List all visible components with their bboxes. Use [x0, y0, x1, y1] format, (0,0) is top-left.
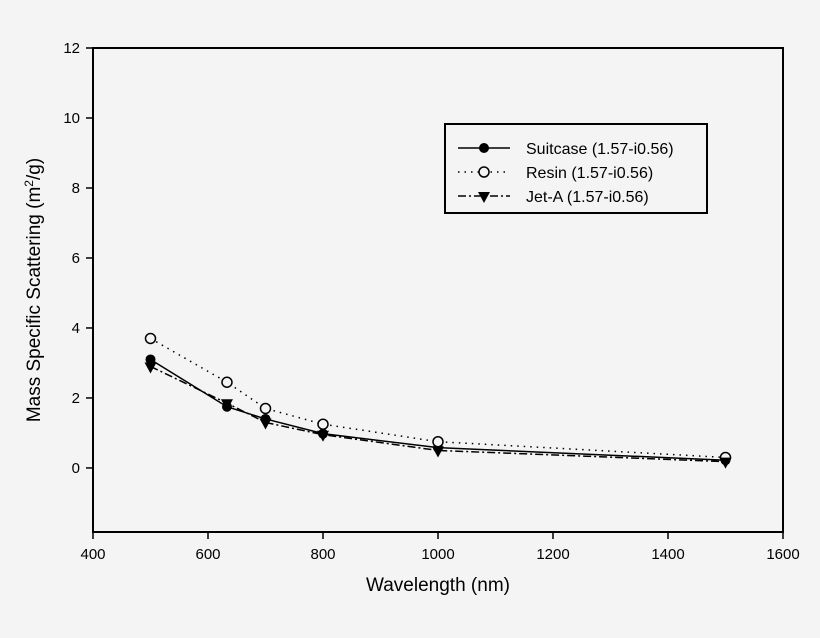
- series-jet-a: [144, 362, 732, 469]
- y-tick-label: 10: [63, 110, 80, 127]
- series-line: [150, 337, 726, 459]
- x-tick-label: 1600: [766, 546, 799, 563]
- y-tick-label: 2: [72, 390, 80, 407]
- y-tick-label: 6: [72, 250, 80, 267]
- data-point: [144, 362, 157, 374]
- data-point: [478, 166, 490, 178]
- x-tick-label: 1400: [651, 546, 684, 563]
- data-point: [221, 376, 233, 388]
- x-tick-label: 800: [310, 546, 335, 563]
- y-tick-label: 4: [72, 320, 80, 337]
- legend-label: Resin (1.57-i0.56): [526, 165, 653, 182]
- data-point: [144, 332, 157, 345]
- legend: Suitcase (1.57-i0.56) Resin (1.57-i0.56) J…: [444, 123, 708, 214]
- legend-label: Suitcase (1.57-i0.56): [526, 141, 674, 158]
- series-line: [150, 365, 726, 463]
- x-tick-label: 600: [195, 546, 220, 563]
- y-axis-label: Mass Specific Scattering (m2/g): [22, 158, 45, 422]
- data-point: [259, 402, 272, 415]
- data-point: [317, 418, 329, 430]
- legend-label: Jet-A (1.57-i0.56): [526, 189, 649, 206]
- data-point: [220, 399, 233, 411]
- x-axis-label: Wavelength (nm): [366, 575, 510, 596]
- data-point: [317, 430, 329, 442]
- data-point: [478, 192, 490, 203]
- series-resin: [144, 332, 732, 464]
- series-line: [150, 358, 726, 462]
- data-point: [719, 457, 732, 469]
- y-tick-label: 0: [72, 460, 80, 477]
- x-tick-label: 1000: [421, 546, 454, 563]
- data-point: [145, 354, 156, 365]
- data-point: [259, 418, 272, 430]
- legend-box: [444, 123, 708, 214]
- data-point: [432, 446, 444, 458]
- data-point: [432, 435, 444, 448]
- y-tick-label: 12: [63, 40, 80, 57]
- x-tick-label: 1200: [536, 546, 569, 563]
- x-tick-label: 400: [80, 546, 105, 563]
- data-point: [479, 143, 489, 153]
- y-tick-label: 8: [72, 180, 80, 197]
